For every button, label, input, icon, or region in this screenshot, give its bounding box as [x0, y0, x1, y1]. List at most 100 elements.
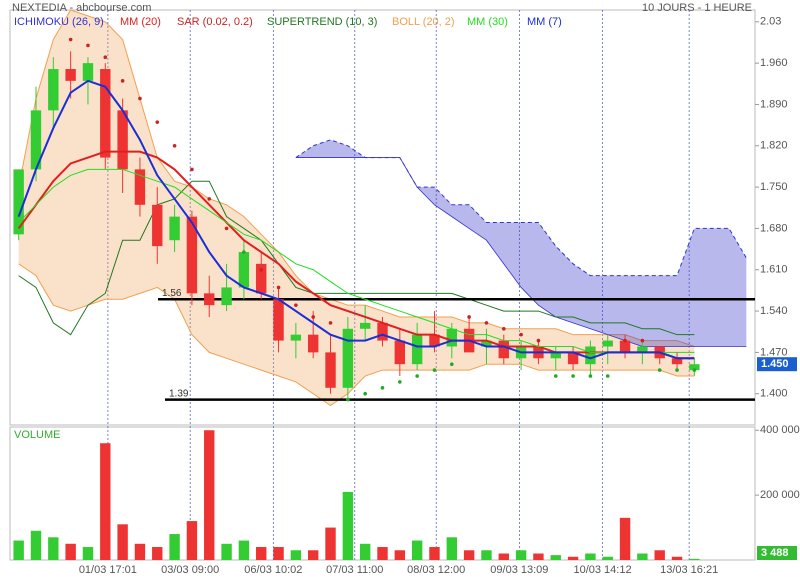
sar-dot [467, 315, 471, 319]
candle-body [585, 346, 596, 365]
candle-body [169, 216, 180, 241]
candle-body [82, 63, 94, 81]
volume-bar [256, 547, 267, 560]
candle-body [619, 340, 631, 353]
bollinger-lower [18, 263, 695, 407]
sar-dot [432, 368, 437, 372]
volume-bar [411, 540, 423, 560]
legend-entry: SAR (0.02, 0.2) [177, 16, 253, 28]
legend-entry: BOLL (20, 2) [392, 16, 455, 28]
candle-body [446, 328, 457, 347]
level-label: 1.39 [169, 388, 189, 399]
legend-entry: MM (20) [120, 16, 161, 28]
candle-body [204, 293, 215, 306]
sar-dot [172, 143, 177, 148]
volume-bar [48, 537, 59, 560]
y-tick-label: 1.750 [760, 181, 788, 193]
candle-body [602, 340, 613, 347]
volume-bar [342, 491, 354, 560]
volume-bar [689, 558, 700, 560]
volume-bar [429, 547, 440, 560]
volume-bar [359, 543, 371, 560]
volume-bar [325, 527, 336, 560]
sar-dot [86, 43, 90, 48]
legend-entry: SUPERTREND (10, 3) [267, 16, 377, 28]
candle-body [498, 340, 509, 359]
y-tick-label: 1.470 [760, 346, 788, 358]
sar-dot [605, 374, 610, 378]
sar-dot [155, 120, 160, 124]
moving-average [17, 150, 695, 360]
last-price-box [757, 357, 797, 372]
volume-bar [65, 543, 76, 560]
sar-dot [398, 380, 402, 384]
bollinger-upper [18, 9, 695, 347]
sar-dot [571, 374, 575, 378]
volume-bar [377, 547, 388, 560]
legend-entry: MM (30) [467, 16, 508, 28]
volume-bar [654, 550, 665, 560]
x-tick-label: 03/03 09:00 [161, 564, 219, 576]
candle-body [30, 110, 42, 170]
y-tick-label: 1.400 [760, 388, 788, 400]
candle-body [117, 110, 128, 170]
sar-dot [623, 338, 627, 343]
bollinger-area [18, 10, 695, 406]
sar-dot [276, 285, 281, 290]
candle-body [152, 204, 163, 247]
volume-bar [463, 550, 475, 560]
candle-body [342, 328, 354, 388]
y-tick-label: 1.610 [760, 264, 788, 276]
candle-body [13, 169, 24, 235]
volume-bar [498, 553, 509, 560]
candle-body [186, 216, 198, 294]
candle-body [689, 364, 700, 371]
sar-dot [380, 386, 385, 390]
volume-bar [394, 550, 406, 560]
volume-bar [134, 543, 146, 560]
volume-bar [585, 553, 596, 560]
candle-body [308, 334, 319, 353]
candle-body [671, 358, 683, 365]
legend-entry: ICHIMOKU (26, 9) [14, 16, 104, 28]
candle-body [100, 69, 111, 158]
sar-dot [675, 368, 679, 372]
candle-body [48, 69, 59, 111]
y-tick-label: 1.820 [760, 140, 788, 152]
volume-bar [169, 534, 180, 560]
x-tick-label: 08/03 12:00 [407, 564, 465, 576]
candle-body [221, 287, 232, 306]
y-tick-label: 1.960 [760, 57, 788, 69]
sar-dot [311, 315, 315, 319]
sar-dot [657, 368, 662, 372]
candle-body [411, 334, 423, 365]
candle-body [238, 252, 250, 288]
volume-bar [82, 547, 94, 560]
sar-dot [103, 55, 108, 60]
y-tick-label: 200 000 [760, 489, 800, 501]
sar-dot [692, 368, 697, 372]
supertrend-line [18, 180, 695, 336]
sar-dot [242, 250, 246, 254]
volume-title: VOLUME [14, 429, 60, 441]
volume-bar [550, 555, 561, 560]
moving-average [18, 168, 695, 353]
volume-bar [204, 430, 215, 560]
ichimoku-span-b [295, 157, 747, 347]
y-tick-label: 1.540 [760, 305, 788, 317]
volume-bar [30, 530, 42, 560]
sar-dot [328, 321, 333, 325]
x-tick-label: 10/03 14:12 [573, 564, 631, 576]
volume-panel [9, 426, 756, 561]
candle-body [567, 352, 579, 365]
candle-body [481, 340, 492, 347]
volume-bar [481, 550, 492, 560]
y-tick-label: 2.03 [760, 16, 781, 28]
sar-dot [501, 326, 506, 331]
candle-body [637, 346, 648, 353]
sar-dot [346, 397, 350, 402]
last-volume-box [757, 546, 797, 560]
sar-dot [553, 374, 558, 378]
